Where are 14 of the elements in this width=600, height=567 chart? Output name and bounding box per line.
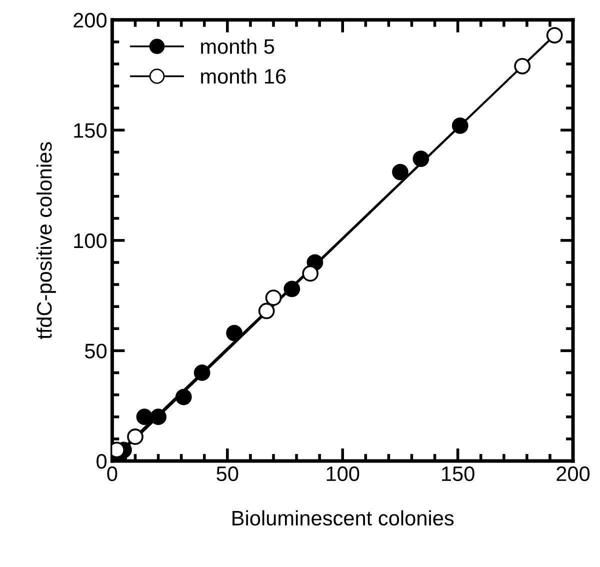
y-tick-label: 100 (74, 233, 107, 248)
legend-label: month 16 (201, 68, 286, 84)
y-tick-label: 200 (74, 12, 107, 28)
x-tick-label: 0 (107, 466, 118, 482)
y-tick-label: 150 (74, 123, 107, 138)
y-axis-title: tfdC-positive colonies (36, 142, 56, 340)
legend-label: month 5 (201, 38, 274, 54)
x-tick-label: 50 (216, 466, 238, 482)
y-tick-label: 50 (85, 344, 107, 358)
x-tick-label: 100 (326, 466, 360, 482)
x-axis-title: Bioluminescent colonies (232, 510, 454, 526)
y-tick-label: 0 (96, 454, 107, 469)
x-tick-label: 150 (442, 466, 474, 482)
x-tick-label: 200 (556, 466, 590, 482)
